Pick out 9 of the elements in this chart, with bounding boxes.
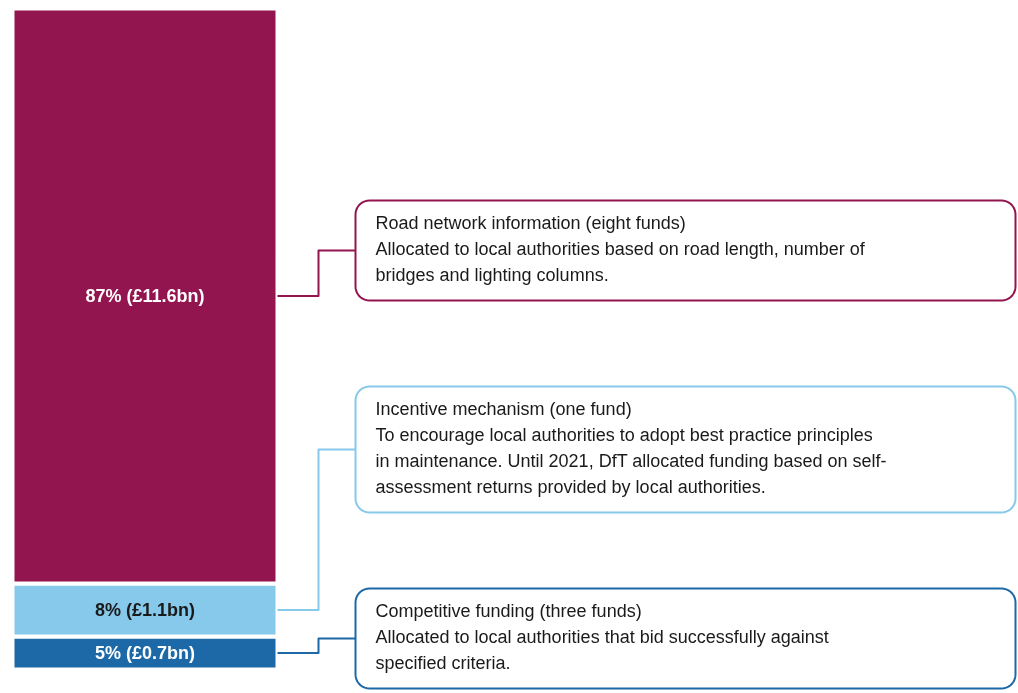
text: Road network information (eight funds) [375, 212, 686, 233]
data-label: 8% (£1.1bn) [94, 600, 196, 621]
data-label: 87% (£11.6bn) [85, 286, 205, 307]
text: To encourage local authorities to adopt best practice principles in maintenance. Until 2021, DfT allocated funding based on self-assessment returns provided by local authorities. [375, 424, 887, 497]
data-label: 5% (£0.7bn) [94, 642, 196, 663]
text: Allocated to local authorities based on road length, number of bridges and lighting columns. [375, 238, 866, 285]
text: Incentive mechanism (one fund) [375, 398, 632, 419]
text: Allocated to local authorities that bid successfully against specified criteria. [375, 626, 829, 673]
text: Competitive funding (three funds) [375, 600, 642, 621]
